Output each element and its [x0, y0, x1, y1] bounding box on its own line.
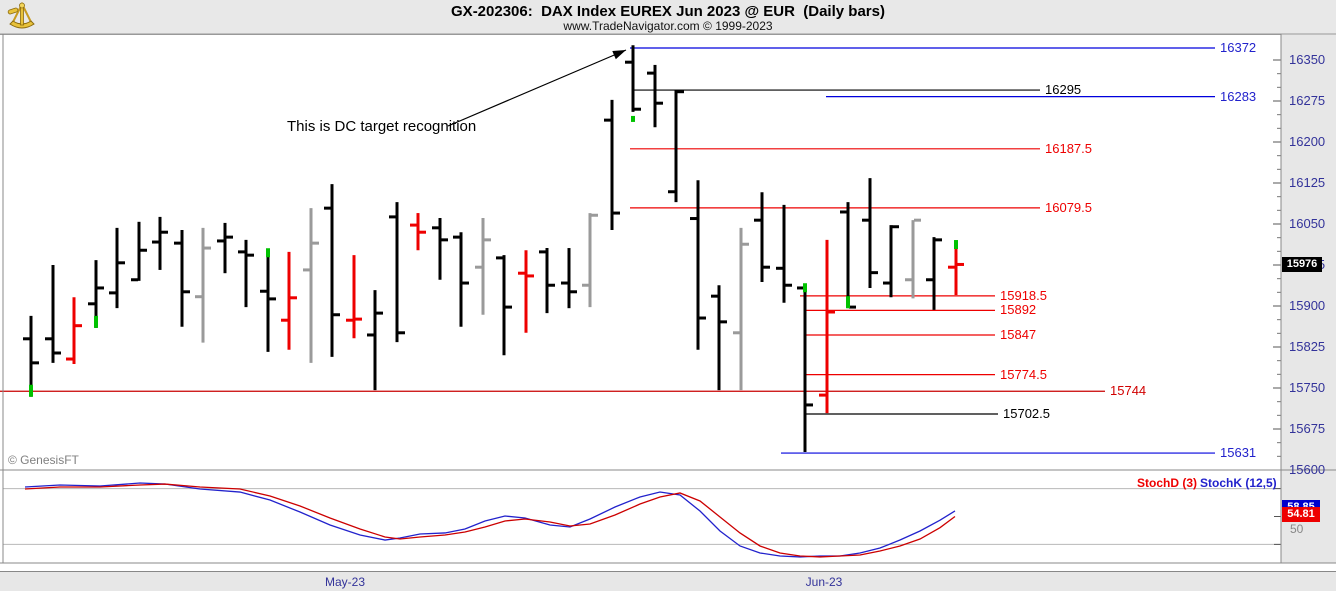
target-level-label: 15631 — [1220, 445, 1257, 461]
stoch-axis-label-50: 50 — [1290, 522, 1304, 536]
target-level-label: 16187.5 — [1045, 140, 1092, 156]
ohlc-bar — [754, 192, 770, 282]
tradenavigator-logo[interactable] — [6, 2, 38, 32]
ohlc-bar — [346, 255, 362, 339]
signal-mark — [954, 240, 958, 250]
ohlc-bar — [668, 90, 684, 203]
ohlc-bar — [217, 222, 233, 274]
signal-mark — [803, 283, 807, 293]
axis-gutter — [1281, 34, 1336, 563]
price-axis-label: 16050 — [1289, 216, 1326, 231]
ohlc-bar — [131, 221, 147, 282]
ohlc-bar — [604, 99, 620, 231]
ohlc-bar — [582, 213, 598, 308]
target-level-label: 15918.5 — [1000, 287, 1047, 303]
price-axis-label: 16125 — [1289, 175, 1326, 190]
ohlc-bar — [948, 240, 964, 296]
price-axis-label: 15600 — [1289, 462, 1326, 477]
ohlc-bar — [410, 213, 426, 251]
target-level-label: 15774.5 — [1000, 366, 1047, 382]
ohlc-bar — [711, 285, 727, 391]
signal-mark — [631, 115, 635, 122]
target-level-label: 15744 — [1110, 383, 1147, 399]
signal-mark — [266, 248, 270, 258]
ohlc-bar — [883, 225, 899, 298]
stochd-value-badge: 54.81 — [1282, 507, 1320, 522]
price-axis-label: 16275 — [1289, 93, 1326, 108]
price-axis-label: 16200 — [1289, 134, 1326, 149]
price-axis-label: 15675 — [1289, 421, 1326, 436]
target-level-label: 16079.5 — [1045, 199, 1092, 215]
ohlc-bar — [174, 230, 190, 327]
price-axis-label: 15750 — [1289, 380, 1326, 395]
ohlc-bar — [23, 315, 39, 397]
ohlc-bar — [496, 255, 512, 356]
ohlc-bar — [518, 250, 534, 333]
ohlc-bar — [926, 237, 942, 310]
annotation-arrow-line — [447, 49, 627, 127]
ohlc-bar — [797, 283, 813, 452]
date-axis-label: May-23 — [324, 575, 366, 589]
ohlc-bar — [840, 202, 856, 309]
signal-mark — [846, 296, 850, 309]
target-level-label: 16295 — [1045, 82, 1082, 98]
dc-target-annotation[interactable]: This is DC target recognition — [287, 118, 477, 135]
stochk-legend-label[interactable]: StochK (12,5) — [1200, 476, 1277, 490]
ohlc-bar — [819, 239, 835, 414]
date-axis-label: Jun-23 — [805, 575, 843, 589]
ohlc-bar — [367, 290, 383, 391]
ohlc-bar — [238, 239, 254, 308]
ohlc-bar — [776, 204, 792, 303]
ohlc-bar — [432, 217, 448, 280]
ohlc-bar — [66, 297, 82, 364]
ohlc-bar — [88, 260, 104, 328]
ohlc-bar — [647, 64, 663, 128]
price-axis-label: 15825 — [1289, 339, 1326, 354]
ohlc-bar — [862, 178, 878, 288]
genesisft-watermark: © GenesisFT — [8, 453, 79, 467]
price-axis-label: 15900 — [1289, 298, 1326, 313]
ohlc-bar — [561, 248, 577, 309]
annotation-arrowhead — [612, 50, 626, 60]
signal-mark — [29, 384, 33, 397]
ohlc-bar — [260, 248, 276, 352]
chart-title: GX-202306: DAX Index EUREX Jun 2023 @ EU… — [451, 3, 885, 20]
chart-subtitle: www.TradeNavigator.com © 1999-2023 — [563, 19, 773, 33]
ohlc-bar — [475, 217, 491, 315]
ohlc-bar — [539, 248, 555, 314]
ohlc-bar — [109, 227, 125, 309]
ohlc-bar — [905, 218, 921, 299]
ohlc-bar — [453, 232, 469, 327]
ohlc-bar — [690, 180, 706, 350]
signal-mark — [94, 315, 98, 328]
target-level-label: 15847 — [1000, 326, 1037, 342]
date-axis[interactable]: May-23 Jun-23 — [0, 571, 1336, 591]
target-level-label: 15702.5 — [1003, 405, 1050, 421]
stochd-legend-label[interactable]: StochD (3) — [1137, 476, 1197, 490]
ohlc-bar — [303, 208, 319, 363]
ohlc-bar — [45, 265, 61, 363]
ohlc-bar — [281, 251, 297, 350]
ohlc-bar — [152, 216, 168, 270]
ohlc-bar — [625, 45, 641, 122]
stoch-curve-stochk — [24, 482, 956, 558]
last-price-badge: 15976 — [1282, 257, 1322, 272]
ohlc-bar — [324, 184, 340, 357]
target-level-label: 15892 — [1000, 302, 1037, 318]
ohlc-bar — [195, 227, 211, 343]
stoch-curve-stochd — [24, 483, 956, 558]
price-axis-label: 16350 — [1289, 52, 1326, 67]
target-level-label: 16283 — [1220, 88, 1257, 104]
target-level-label: 16372 — [1220, 39, 1257, 55]
ohlc-bar — [389, 202, 405, 343]
ohlc-bar — [733, 227, 749, 391]
